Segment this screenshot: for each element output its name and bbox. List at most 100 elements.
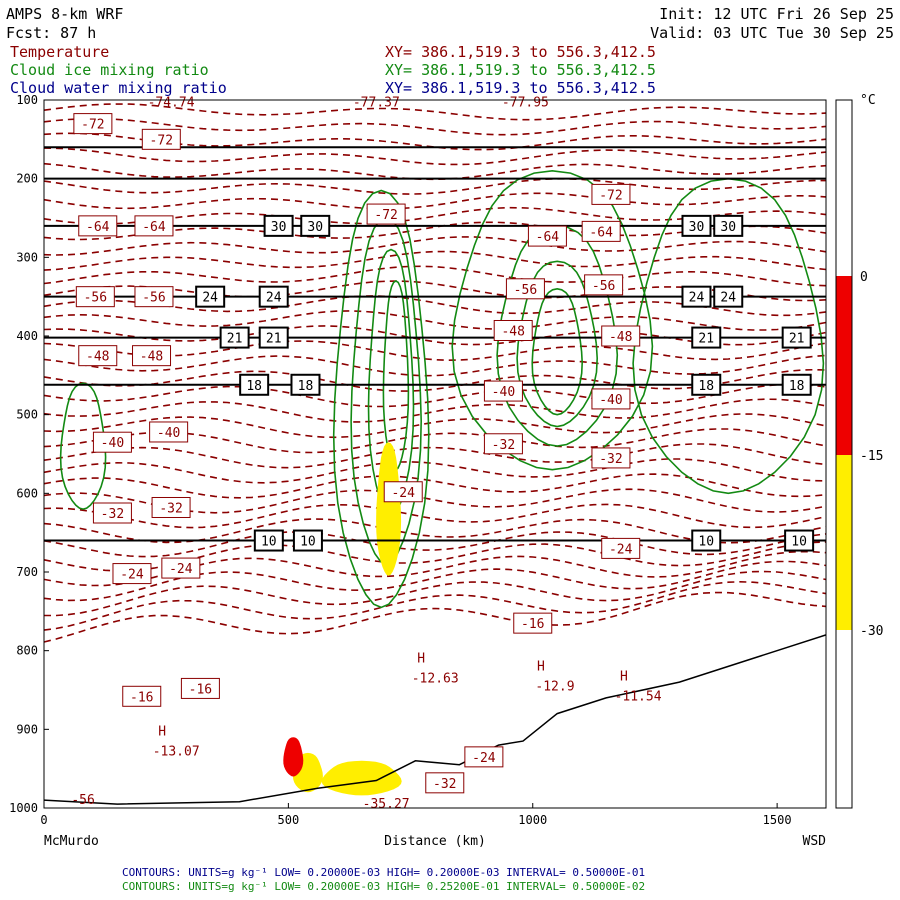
colorbar-tick-label: -15: [860, 449, 883, 464]
temperature-label-box: [366, 203, 406, 225]
extreme-value-label: -56: [71, 793, 94, 808]
temperature-label: -72: [599, 188, 622, 203]
plot-area: 30 30 30 30 24 24 24 24 21 21 21 21 18 18 18 18 10 10 10 10…: [43, 95, 827, 812]
field-name-cloud-water: Cloud water mixing ratio: [10, 79, 227, 97]
cloud-water-label: 18: [698, 379, 714, 394]
y-tick-label: 500: [16, 408, 38, 422]
x-right-endpoint: WSD: [803, 834, 827, 849]
temperature-label-box: [505, 278, 545, 300]
cloud-water-label: 18: [298, 379, 314, 394]
field-name-cloud-ice: Cloud ice mixing ratio: [10, 61, 209, 79]
temperature-label-box: [581, 220, 621, 242]
plot-background: [44, 100, 826, 808]
cloud-ice-contour: [382, 279, 410, 471]
temperature-label-box: [584, 274, 624, 296]
y-tick-label: 300: [16, 250, 38, 264]
temperature-label-box: [75, 286, 115, 308]
temperature-label: -24: [472, 751, 496, 766]
extreme-value-label: -77.95: [502, 95, 549, 110]
temperature-label: -48: [609, 330, 632, 345]
cloud-water-label-box: [784, 529, 815, 552]
high-marker: H: [620, 670, 628, 685]
footer: CONTOURS: UNITS=g kg⁻¹ LOW= 0.20000E-03 …: [122, 866, 645, 893]
temperature-label: -48: [86, 350, 109, 365]
cloud-water-label-box: [691, 326, 722, 349]
temperature-label-box: [425, 772, 465, 794]
cloud-water-label-box: [681, 285, 712, 308]
cloud-water-label-box: [258, 326, 289, 349]
temperature-contour: [43, 132, 827, 151]
x-tick-label: 0: [40, 813, 47, 827]
temperature-contour: [43, 117, 827, 136]
temperature-label-box: [527, 225, 567, 247]
y-axis: 100 200 300 400 500 600 700 800 900 1000: [9, 93, 49, 815]
y-tick-label: 900: [16, 722, 38, 736]
temperature-label-box: [151, 496, 191, 518]
temperature-label-box: [161, 557, 201, 579]
cloud-water-label: 18: [789, 379, 805, 394]
cloud-water-label-box: [239, 373, 270, 396]
temperature-label-box: [78, 215, 118, 237]
high-marker: H: [417, 651, 425, 666]
temperature-label-box: [132, 345, 172, 367]
forecast-hour: Fcst: 87 h: [6, 24, 96, 42]
cloud-water-label: 18: [246, 379, 262, 394]
temperature-label: -32: [159, 501, 182, 516]
header: AMPS 8-km WRF Fcst: 87 h Init: 12 UTC Fr…: [6, 5, 894, 97]
cloud-water-label: 10: [791, 535, 807, 550]
cloud-water-label-box: [292, 529, 323, 552]
temperature-label-box: [112, 563, 152, 585]
temperature-contour: [43, 192, 827, 210]
cloud-water-label: 30: [307, 220, 323, 235]
temperature-contour: [43, 503, 827, 529]
field-xy-cloud-ice: XY= 386.1,519.3 to 556.3,412.5: [385, 61, 656, 79]
footer-line-1: CONTOURS: UNITS=g kg⁻¹ LOW= 0.20000E-03 …: [122, 866, 645, 879]
temperature-label-box: [601, 325, 641, 347]
temperature-label: -72: [81, 118, 104, 133]
x-axis-title: Distance (km): [384, 834, 486, 849]
cloud-water-label-box: [691, 529, 722, 552]
cloud-water-label: 10: [300, 535, 316, 550]
high-value-label: -13.07: [153, 745, 200, 760]
temperature-label-box: [493, 319, 533, 341]
high-value-label: -11.54: [615, 690, 662, 705]
temperature-label: -40: [599, 393, 622, 408]
temperature-label: -32: [492, 438, 515, 453]
cloud-water-label: 24: [266, 291, 282, 306]
cloud-ice-contour: [516, 260, 599, 428]
temperature-label: -72: [150, 133, 173, 148]
init-time: Init: 12 UTC Fri 26 Sep 25: [659, 5, 894, 23]
shading-yellow: [321, 760, 402, 796]
y-tick-label: 600: [16, 486, 38, 500]
cloud-water-label-box: [681, 214, 712, 237]
colorbar-band: [836, 276, 852, 455]
temperature-label-box: [180, 677, 220, 699]
cloud-water-label-box: [781, 326, 812, 349]
x-axis: Distance (km) McMurdo WSD 0 500 1000 1500: [40, 803, 826, 849]
high-value-label: -12.9: [535, 679, 574, 694]
colorbar-band: [836, 455, 852, 630]
field-xy-temperature: XY= 386.1,519.3 to 556.3,412.5: [385, 43, 656, 61]
temperature-label: -56: [142, 291, 165, 306]
temperature-label: -32: [599, 452, 622, 467]
cloud-water-label-box: [691, 373, 722, 396]
temperature-label-box: [134, 215, 174, 237]
y-tick-label: 400: [16, 329, 38, 343]
cloud-water-label: 21: [698, 332, 714, 347]
cloud-water-label: 30: [689, 220, 705, 235]
x-tick-label: 1000: [518, 813, 547, 827]
temperature-label: -56: [514, 283, 537, 298]
temperature-label: -48: [140, 350, 163, 365]
temperature-label: -24: [609, 542, 633, 557]
cloud-water-label-box: [300, 214, 331, 237]
cloud-ice-contour: [59, 382, 107, 510]
temperature-label-box: [483, 433, 523, 455]
temperature-label-box: [73, 113, 113, 135]
cloud-water-label-box: [290, 373, 321, 396]
temperature-label-box: [149, 421, 189, 443]
colorbar-outline: [835, 99, 853, 809]
plot-frame: [43, 99, 827, 809]
cloud-water-label: 21: [789, 332, 805, 347]
cloud-water-label-box: [258, 285, 289, 308]
